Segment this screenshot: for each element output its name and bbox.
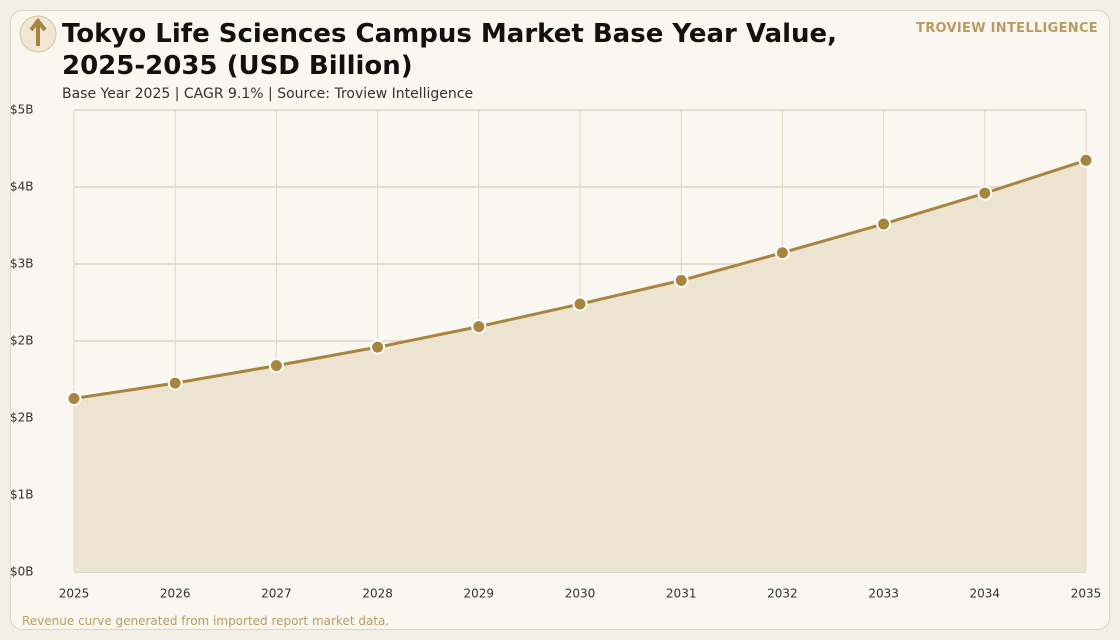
point (977, 185, 993, 201)
x-tick-label: 2034 (970, 587, 1001, 601)
point (370, 339, 386, 355)
chart-title: Tokyo Life Sciences Campus Market Base Y… (62, 19, 838, 81)
x-tick-label: 2031 (666, 587, 697, 601)
y-tick-label: $5B (10, 103, 34, 117)
x-tick-label: 2030 (565, 587, 596, 601)
x-tick-label: 2028 (362, 587, 393, 601)
y-tick-label: $0B (10, 565, 34, 579)
x-tick-label: 2032 (767, 587, 798, 601)
point (268, 358, 284, 374)
y-tick-label: $3B (10, 257, 34, 271)
point (66, 390, 82, 406)
y-tick-label: $1B (10, 488, 34, 502)
point (167, 375, 183, 391)
y-tick-label: $4B (10, 180, 34, 194)
point (572, 296, 588, 312)
point (1078, 152, 1094, 168)
point (471, 319, 487, 335)
x-tick-label: 2027 (261, 587, 292, 601)
area (74, 160, 1086, 572)
brand: TROVIEW INTELLIGENCE (916, 21, 1098, 36)
x-tick-label: 2029 (464, 587, 495, 601)
y-tick-label: $2B (10, 411, 34, 425)
x-tick-label: 2025 (59, 587, 90, 601)
x-tick-label: 2026 (160, 587, 191, 601)
x-tick-label: 2035 (1071, 587, 1102, 601)
footnote: Revenue curve generated from imported re… (22, 614, 390, 628)
point (774, 245, 790, 261)
point (673, 272, 689, 288)
logo-arrow (29, 17, 47, 46)
x-tick-label: 2033 (868, 587, 899, 601)
y-tick-label: $2B (10, 334, 34, 348)
point (876, 216, 892, 232)
chart-subtitle: Base Year 2025 | CAGR 9.1% | Source: Tro… (62, 86, 474, 102)
